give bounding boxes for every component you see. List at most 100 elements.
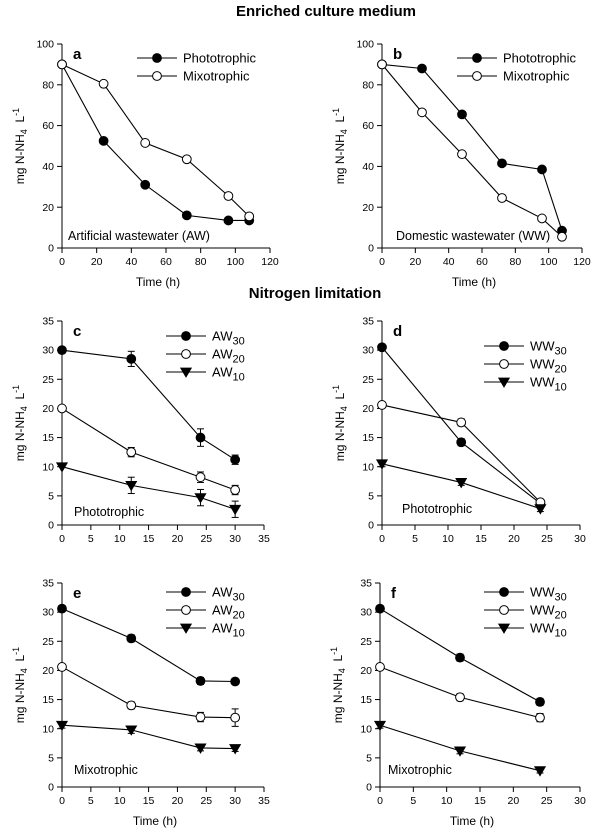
series-line: [381, 63, 563, 231]
data-point: [230, 712, 241, 723]
legend-a: Phototrophic Mixotrophic: [137, 51, 256, 84]
y-tick-label: 30: [360, 607, 372, 619]
legend-name: WW: [530, 357, 555, 372]
data-point: [57, 603, 67, 614]
x-tick-label: 100: [540, 256, 558, 268]
legend-subscript: 20: [232, 610, 244, 622]
x-tick-label: 120: [573, 256, 591, 268]
panel-letter: a: [73, 46, 82, 63]
chart-panel-d: 0 5 10 15 20 25 30 35 0 5 10 15 20 25 30 mg N-NH4 L-1 d W…: [331, 316, 586, 545]
data-point: [229, 744, 242, 755]
legend-label: Phototrophic: [503, 51, 576, 66]
panel-annotation: Domestic wastewater (WW): [396, 229, 550, 243]
legend-subscript: 10: [555, 382, 567, 394]
ylabel-main: mg N-NH: [13, 134, 27, 184]
data-point: [455, 692, 465, 703]
section-title-nitrogen: Nitrogen limitation: [249, 285, 382, 302]
legend-label: Mixotrophic: [503, 69, 570, 84]
series-c-2: [55, 462, 242, 518]
legend-name: Phototrophic: [183, 51, 256, 66]
x-tick-label: 5: [88, 795, 94, 807]
data-point: [223, 215, 234, 226]
series-line: [61, 724, 236, 750]
data-point: [537, 213, 547, 224]
legend-label: Phototrophic: [183, 51, 256, 66]
x-tick-label: 80: [509, 256, 521, 268]
panel-annotation: Phototrophic: [74, 505, 144, 519]
ylabel-unit: L: [13, 116, 27, 130]
legend-marker: [152, 71, 162, 81]
data-point: [230, 454, 241, 465]
legend-marker: [152, 53, 162, 63]
legend-name: Phototrophic: [503, 51, 576, 66]
x-tick-label: 15: [143, 533, 155, 545]
y-tick-label: 20: [360, 665, 372, 677]
y-axis-label-f: mg N-NH4 L-1: [329, 647, 347, 723]
y-tick-label: 25: [42, 374, 54, 386]
series-line: [61, 407, 236, 491]
x-tick-label: 15: [474, 795, 486, 807]
legend-label: AW10: [212, 621, 245, 640]
data-point: [181, 154, 192, 165]
y-axis-label-b: mg N-NH4 L-1: [331, 108, 349, 184]
data-point: [497, 193, 507, 203]
x-tick-label: 25: [200, 795, 212, 807]
ylabel-sup: -1: [331, 385, 341, 393]
data-point: [98, 78, 109, 89]
data-point: [126, 633, 137, 644]
y-tick-label: 100: [36, 39, 54, 51]
y-tick-label: 30: [362, 345, 374, 357]
y-tick-label: 35: [42, 316, 54, 328]
y-tick-label: 15: [360, 694, 372, 706]
data-point: [230, 676, 241, 687]
data-point: [57, 403, 67, 414]
panel-letter: d: [393, 323, 402, 340]
chart-panel-a: 0 20 40 60 80 100 0 20 40 60 80 100 120 Time (h) mg N-…: [11, 39, 279, 289]
y-tick-label: 15: [42, 432, 54, 444]
legend-marker: [499, 341, 509, 351]
y-tick-label: 35: [360, 578, 372, 590]
data-point: [453, 746, 467, 757]
panel-annotation: Mixotrophic: [74, 763, 138, 777]
y-tick-label: 40: [42, 161, 54, 173]
chart-panel-b: 0 20 40 60 80 100 0 20 40 60 80 100 120 Time (h) mg N-…: [331, 39, 591, 289]
ylabel-sub: 4: [337, 668, 347, 673]
legend-name: AW: [212, 329, 233, 344]
data-point: [57, 662, 67, 672]
ylabel-main: mg N-NH: [333, 134, 347, 184]
x-tick-label: 5: [88, 533, 94, 545]
series-f-0: [375, 603, 545, 707]
series-c-1: [57, 403, 241, 496]
legend-label: WW20: [530, 357, 567, 376]
data-point: [126, 447, 137, 458]
legend-label: AW20: [212, 603, 245, 622]
y-axis-label-a: mg N-NH4 L-1: [11, 108, 29, 184]
x-tick-label: 25: [541, 533, 553, 545]
data-point: [55, 462, 69, 473]
data-point: [377, 59, 387, 70]
y-tick-label: 5: [48, 490, 54, 502]
y-axis-label-c: mg N-NH4 L-1: [11, 385, 29, 461]
data-point: [125, 725, 138, 736]
ylabel-main: mg N-NH: [13, 673, 27, 723]
data-point: [535, 712, 545, 723]
data-point: [377, 400, 387, 410]
y-tick-label: 0: [368, 243, 374, 255]
data-point: [375, 459, 389, 470]
x-tick-label: 10: [114, 533, 126, 545]
y-tick-label: 35: [42, 578, 54, 590]
ylabel-sup: -1: [329, 647, 339, 655]
legend-name: AW: [212, 365, 233, 380]
legend-marker: [179, 367, 193, 378]
x-tick-label: 0: [377, 795, 383, 807]
y-tick-label: 80: [42, 79, 54, 91]
data-point: [223, 191, 234, 201]
legend-label: AW20: [212, 347, 245, 366]
legend-name: AW: [212, 347, 233, 362]
y-tick-label: 5: [366, 752, 372, 764]
data-point: [497, 158, 507, 169]
y-tick-label: 0: [48, 782, 54, 794]
y-tick-label: 60: [42, 120, 54, 132]
y-tick-label: 10: [42, 723, 54, 735]
